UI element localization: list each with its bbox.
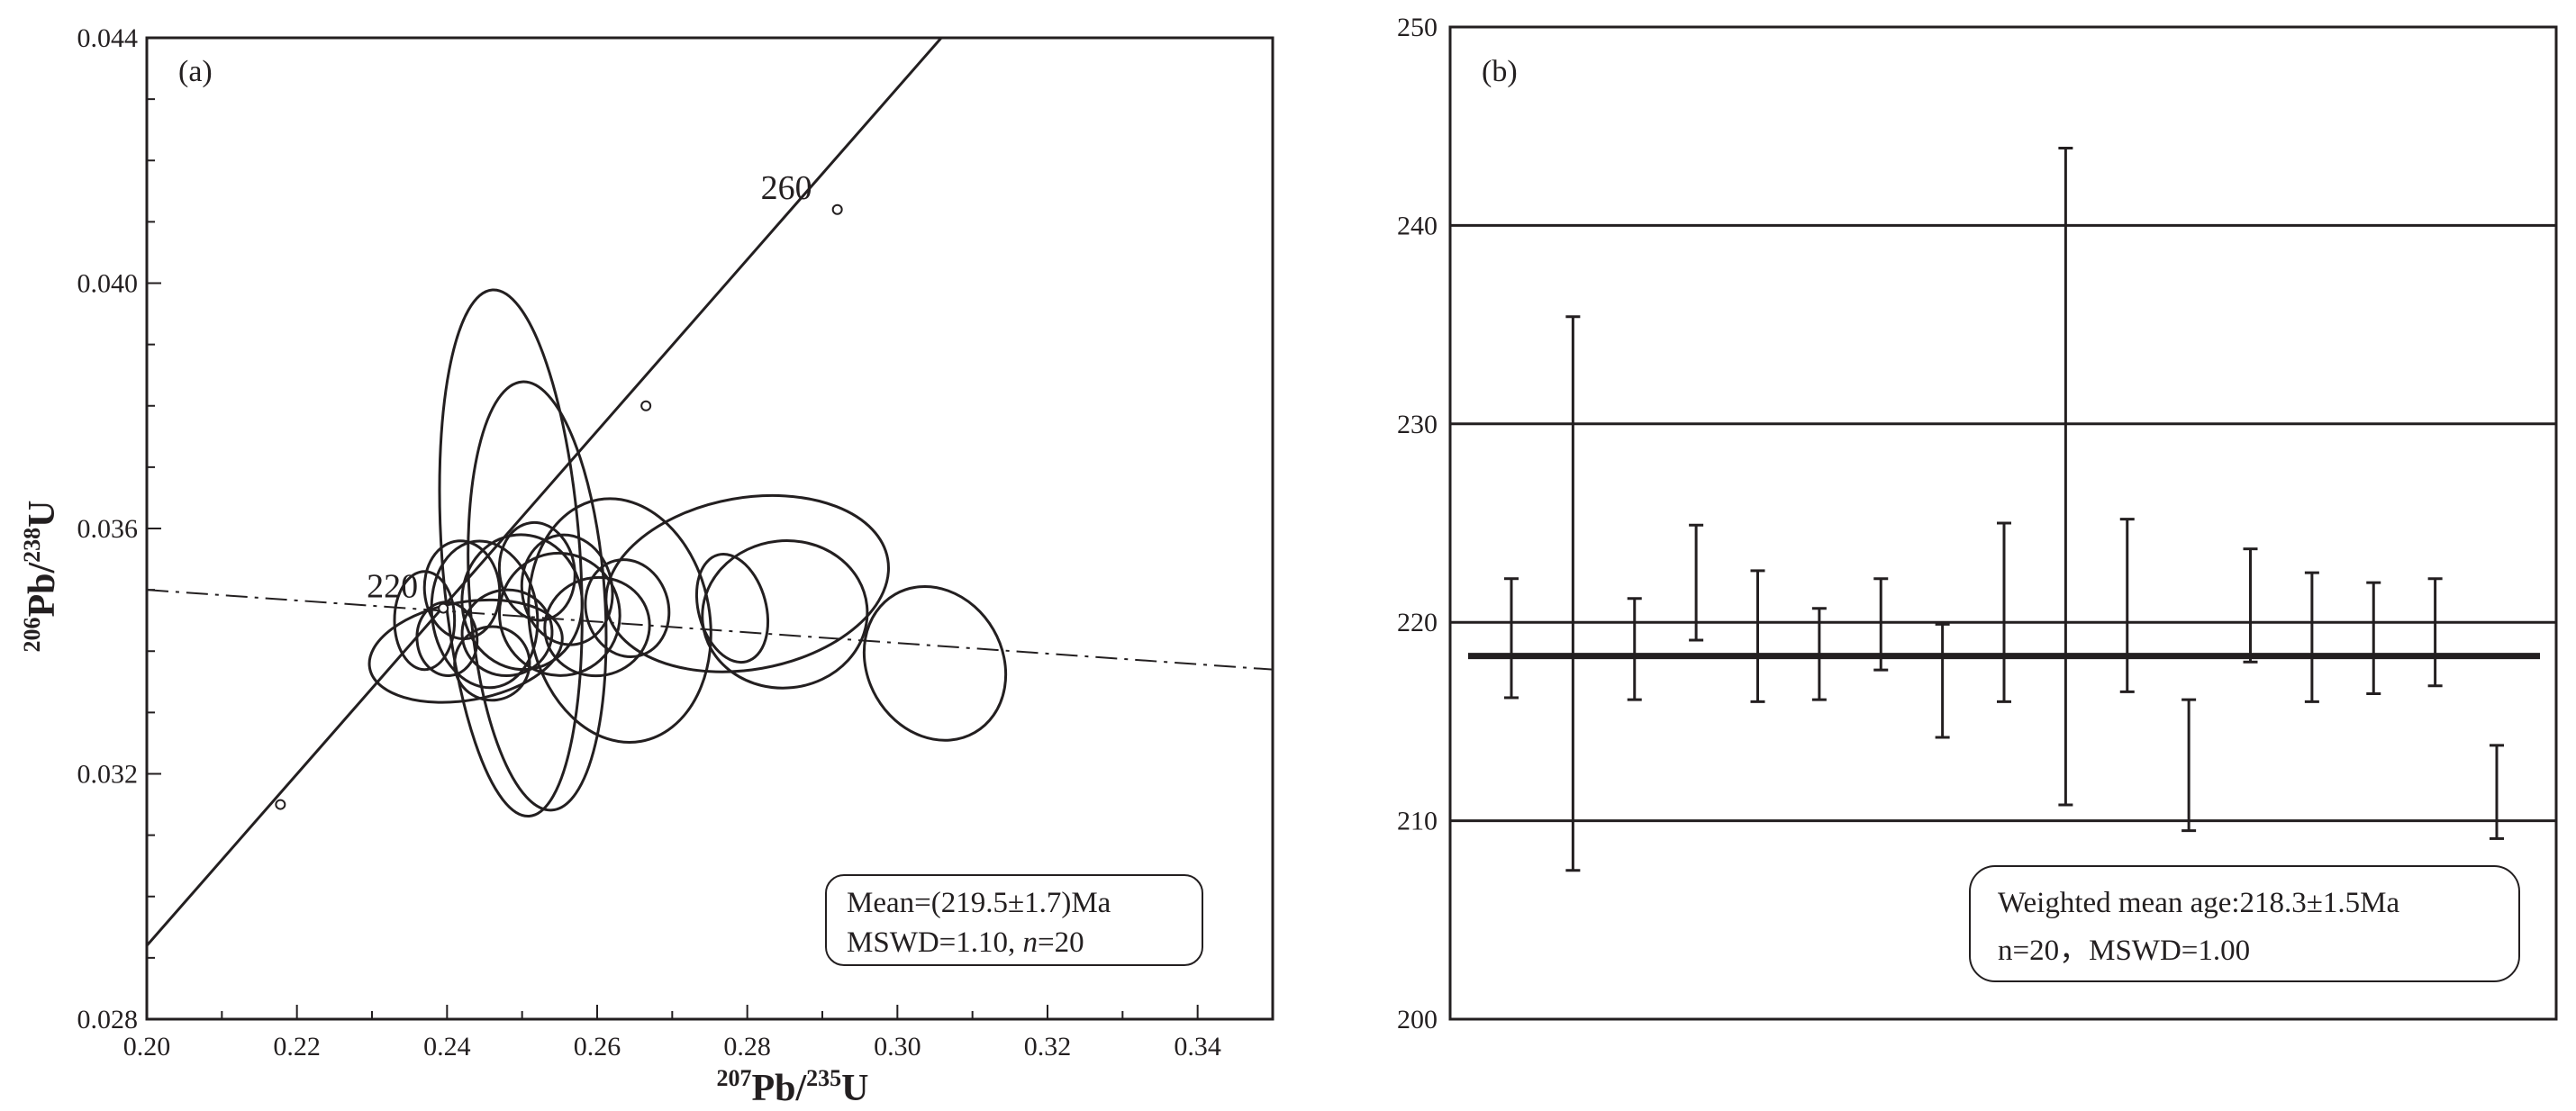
y-title-base2: U bbox=[22, 500, 63, 527]
y-title-sup2: 238 bbox=[19, 528, 45, 563]
result-box-b-frame bbox=[1969, 865, 2520, 982]
mswd-a-suffix: =20 bbox=[1038, 926, 1084, 959]
concordia-age-point bbox=[640, 400, 652, 411]
concordia-age-label: 260 bbox=[761, 169, 812, 207]
x-tick-label: 0.24 bbox=[423, 1032, 471, 1061]
error-bar bbox=[1935, 622, 1950, 739]
error-bars bbox=[1504, 146, 2504, 872]
error-ellipse bbox=[694, 553, 770, 664]
error-bar bbox=[2243, 547, 2258, 664]
error-bar bbox=[2304, 571, 2319, 703]
error-ellipse bbox=[415, 601, 479, 677]
x-title-base2: U bbox=[841, 1068, 868, 1109]
error-ellipses bbox=[367, 288, 1008, 818]
x-title-sup2: 235 bbox=[806, 1065, 841, 1091]
result-box-a: Mean=(219.5±1.7)Ma MSWD=1.10, n=20 bbox=[825, 874, 1203, 966]
error-ellipse bbox=[430, 539, 540, 690]
error-bar bbox=[2366, 581, 2381, 696]
concordia-panel: (a) 0.20 0.22 0.24 0.26 0.28 0.30 0.32 0.34 0.0… bbox=[19, 23, 1274, 1109]
y-tick-label: 0.040 bbox=[77, 269, 139, 299]
y-ticks-b: 200 210 220 230 240 250 bbox=[1397, 13, 1438, 1034]
error-bar bbox=[1873, 577, 1889, 672]
error-bar bbox=[2181, 698, 2197, 833]
weighted-mean-text: Weighted mean age:218.3±1.5Ma bbox=[1998, 887, 2400, 919]
error-ellipse bbox=[438, 288, 584, 818]
concordia-curve bbox=[147, 38, 944, 947]
error-bar bbox=[1565, 315, 1581, 872]
y-tick-label: 0.028 bbox=[77, 1005, 139, 1034]
y-tick-label-b: 240 bbox=[1397, 211, 1438, 240]
error-bar bbox=[1504, 577, 1519, 700]
error-ellipse bbox=[453, 625, 531, 702]
error-ellipse bbox=[527, 497, 712, 744]
error-ellipse bbox=[862, 585, 1008, 742]
x-tick-label: 0.28 bbox=[723, 1032, 771, 1061]
error-ellipse bbox=[584, 558, 671, 659]
error-bar bbox=[1811, 607, 1827, 701]
mean-age-text: Mean=(219.5±1.7)Ma bbox=[847, 887, 1111, 919]
result-box-b: Weighted mean age:218.3±1.5Ma n=20，MSWD=… bbox=[1969, 865, 2520, 982]
x-tick-label: 0.20 bbox=[123, 1032, 171, 1061]
y-tick-label-b: 250 bbox=[1397, 13, 1438, 42]
mswd-a-prefix: MSWD=1.10, bbox=[847, 926, 1023, 959]
x-tick-label: 0.26 bbox=[574, 1032, 621, 1061]
error-ellipse bbox=[467, 380, 608, 812]
plot-b-frame bbox=[1448, 25, 2558, 1021]
y-tick-label-b: 220 bbox=[1397, 608, 1438, 637]
y-tick-label-b: 230 bbox=[1397, 410, 1438, 439]
y-tick-label: 0.044 bbox=[77, 23, 139, 53]
error-bar bbox=[2427, 577, 2443, 688]
error-ellipse bbox=[422, 539, 502, 641]
panel-a-label: (a) bbox=[178, 55, 213, 88]
x-tick-label: 0.34 bbox=[1174, 1032, 1221, 1061]
mswd-text-a: MSWD=1.10, n=20 bbox=[847, 926, 1084, 959]
y-ticks: 0.028 0.032 0.036 0.040 0.044 bbox=[77, 23, 161, 1034]
error-bar bbox=[1689, 523, 1704, 642]
y-title-base1: Pb/ bbox=[22, 562, 63, 618]
plot-a-area: 220 260 bbox=[147, 38, 1273, 947]
concordia-age-point bbox=[275, 799, 286, 810]
x-axis-title: 207Pb/235U bbox=[716, 1065, 868, 1109]
x-title-sup1: 207 bbox=[716, 1065, 751, 1091]
error-bar bbox=[2490, 744, 2504, 840]
x-tick-label: 0.32 bbox=[1024, 1032, 1072, 1061]
error-bar bbox=[2058, 146, 2073, 807]
y-axis-title: 206Pb/238U bbox=[19, 500, 63, 652]
mswd-text-b: n=20，MSWD=1.00 bbox=[1998, 935, 2250, 967]
y-tick-label-b: 200 bbox=[1397, 1005, 1438, 1034]
x-ticks: 0.20 0.22 0.24 0.26 0.28 0.30 0.32 0.34 bbox=[123, 1005, 1221, 1061]
x-tick-label: 0.30 bbox=[874, 1032, 921, 1061]
error-ellipse bbox=[543, 575, 651, 678]
y-tick-label-b: 210 bbox=[1397, 807, 1438, 836]
error-bar bbox=[1750, 569, 1765, 703]
error-bar bbox=[1997, 521, 2011, 703]
result-box-a-frame bbox=[825, 874, 1203, 966]
error-bar bbox=[2119, 518, 2135, 693]
error-ellipse bbox=[604, 493, 890, 673]
error-ellipse bbox=[393, 570, 457, 672]
y-tick-label: 0.032 bbox=[77, 760, 139, 790]
concordia-age-label: 220 bbox=[367, 568, 418, 606]
y-title-sup1: 206 bbox=[19, 618, 45, 653]
concordia-age-points: 220 260 bbox=[275, 169, 843, 810]
plot-a-frame bbox=[145, 36, 1274, 1021]
y-tick-label: 0.036 bbox=[77, 514, 139, 544]
weighted-mean-panel: (b) 200 210 220 230 240 250 Weighted mean age… bbox=[1397, 13, 2558, 1034]
concordia-age-point bbox=[438, 602, 449, 614]
error-bar bbox=[1627, 597, 1642, 701]
error-ellipse bbox=[367, 598, 564, 704]
error-ellipse bbox=[497, 520, 576, 622]
concordia-age-point bbox=[831, 203, 843, 215]
x-title-base1: Pb/ bbox=[751, 1068, 807, 1109]
mswd-a-n: n bbox=[1023, 926, 1039, 959]
x-tick-label: 0.22 bbox=[273, 1032, 321, 1061]
error-ellipse bbox=[497, 551, 621, 677]
panel-b-label: (b) bbox=[1482, 55, 1518, 88]
